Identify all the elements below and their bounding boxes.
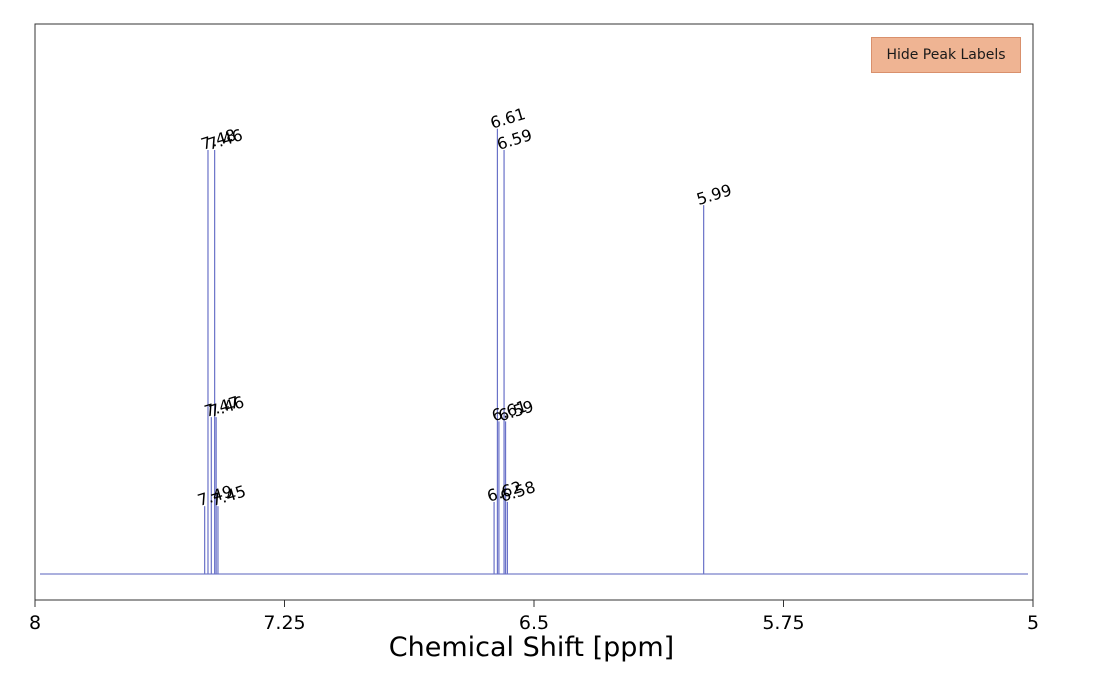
x-axis-label: Chemical Shift [ppm] <box>388 632 675 663</box>
x-axis: 8 7.25 6.5 5.75 5 <box>29 600 1039 634</box>
hide-peak-labels-button[interactable]: Hide Peak Labels <box>871 37 1021 73</box>
x-tick-label: 5 <box>1027 612 1039 634</box>
peak-label: 6.59 <box>496 397 536 426</box>
x-tick-label: 5.75 <box>762 612 804 634</box>
peak-label: 7.46 <box>207 392 247 421</box>
peak-labels-group: 7.497.487.477.467.467.45 6.626.616.616.59… <box>195 104 734 510</box>
x-tick-label: 8 <box>29 612 41 634</box>
x-tick-label: 6.5 <box>519 612 549 634</box>
peak-label: 7.46 <box>205 125 245 154</box>
peaks-group <box>204 128 705 574</box>
peak-label: 5.99 <box>694 180 734 209</box>
x-tick-label: 7.25 <box>263 612 305 634</box>
plot-frame <box>34 23 1034 601</box>
